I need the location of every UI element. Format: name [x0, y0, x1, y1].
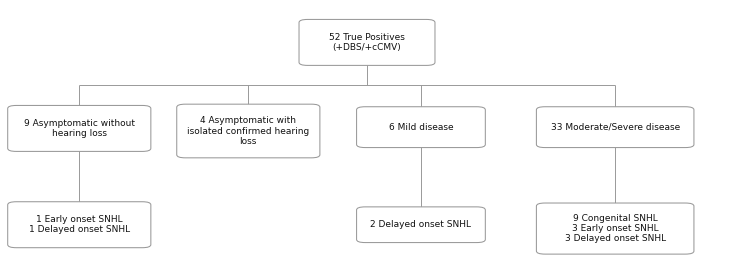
FancyBboxPatch shape — [357, 107, 485, 148]
Text: 6 Mild disease: 6 Mild disease — [388, 123, 454, 132]
FancyBboxPatch shape — [7, 105, 151, 151]
FancyBboxPatch shape — [537, 107, 694, 148]
FancyBboxPatch shape — [299, 19, 435, 66]
Text: 2 Delayed onset SNHL: 2 Delayed onset SNHL — [371, 220, 471, 229]
Text: 52 True Positives
(+DBS/+cCMV): 52 True Positives (+DBS/+cCMV) — [329, 33, 405, 52]
FancyBboxPatch shape — [177, 104, 320, 158]
FancyBboxPatch shape — [357, 207, 485, 243]
Text: 9 Asymptomatic without
hearing loss: 9 Asymptomatic without hearing loss — [23, 119, 135, 138]
Text: 1 Early onset SNHL
1 Delayed onset SNHL: 1 Early onset SNHL 1 Delayed onset SNHL — [29, 215, 130, 234]
FancyBboxPatch shape — [7, 202, 151, 248]
Text: 33 Moderate/Severe disease: 33 Moderate/Severe disease — [550, 123, 680, 132]
Text: 9 Congenital SNHL
3 Early onset SNHL
3 Delayed onset SNHL: 9 Congenital SNHL 3 Early onset SNHL 3 D… — [564, 214, 666, 243]
Text: 4 Asymptomatic with
isolated confirmed hearing
loss: 4 Asymptomatic with isolated confirmed h… — [187, 116, 310, 146]
FancyBboxPatch shape — [537, 203, 694, 254]
